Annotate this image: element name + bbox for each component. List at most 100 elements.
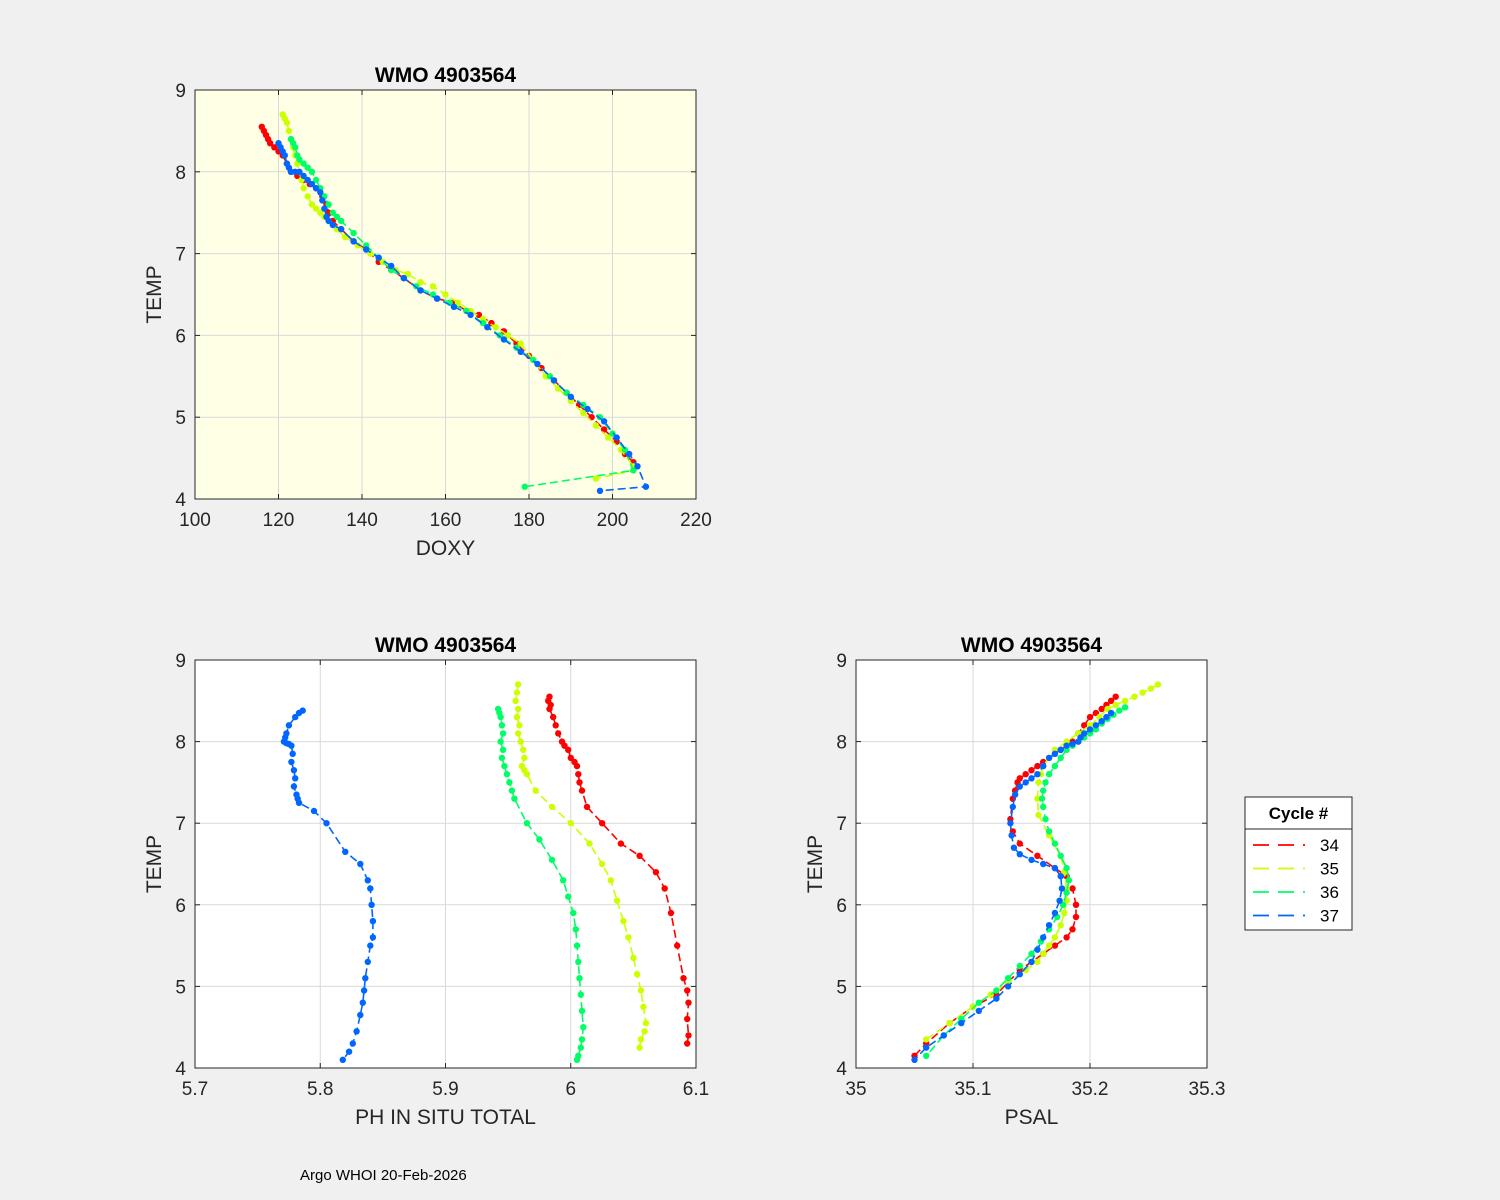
data-point-34 bbox=[680, 975, 687, 982]
data-point-35 bbox=[1022, 966, 1029, 974]
data-point-36 bbox=[573, 1056, 581, 1064]
data-point-35 bbox=[512, 697, 519, 704]
y-tick-label: 6 bbox=[175, 896, 186, 917]
data-point-37 bbox=[993, 995, 1000, 1002]
data-point-37 bbox=[321, 205, 328, 212]
x-tick-label: 160 bbox=[430, 510, 462, 531]
data-point-37 bbox=[1008, 832, 1015, 839]
x-tick-label: 100 bbox=[179, 510, 211, 531]
data-point-35 bbox=[1147, 685, 1155, 692]
data-point-37 bbox=[1051, 864, 1059, 872]
data-point-35 bbox=[946, 1019, 953, 1027]
x-tick-label: 6.1 bbox=[683, 1079, 709, 1100]
data-point-36 bbox=[498, 754, 506, 762]
data-point-35 bbox=[516, 722, 523, 729]
data-point-36 bbox=[1040, 787, 1047, 794]
data-point-37 bbox=[940, 1032, 947, 1039]
data-point-34 bbox=[674, 942, 681, 949]
data-point-37 bbox=[1057, 873, 1064, 880]
data-point-35 bbox=[567, 820, 574, 827]
data-point-35 bbox=[592, 475, 599, 482]
data-point-37 bbox=[300, 172, 307, 180]
data-point-37 bbox=[1045, 922, 1053, 929]
data-point-36 bbox=[499, 746, 507, 753]
x-axis-label: PH IN SITU TOTAL bbox=[355, 1106, 536, 1129]
data-point-36 bbox=[498, 722, 506, 729]
data-point-35 bbox=[640, 1003, 647, 1010]
data-point-37 bbox=[1028, 958, 1035, 966]
data-point-35 bbox=[642, 1019, 650, 1027]
data-point-34 bbox=[555, 730, 562, 737]
y-tick-label: 5 bbox=[175, 408, 186, 429]
data-point-37 bbox=[349, 1040, 356, 1047]
data-point-37 bbox=[312, 185, 320, 192]
legend-label-37: 37 bbox=[1320, 907, 1339, 926]
data-point-35 bbox=[1040, 950, 1047, 957]
data-point-37 bbox=[1051, 909, 1059, 917]
data-point-36 bbox=[308, 168, 316, 175]
data-point-37 bbox=[375, 254, 382, 261]
data-point-37 bbox=[367, 942, 374, 949]
data-point-37 bbox=[290, 783, 298, 790]
data-point-37 bbox=[363, 246, 370, 253]
data-point-35 bbox=[504, 332, 512, 339]
data-point-35 bbox=[520, 746, 527, 753]
data-point-35 bbox=[620, 917, 627, 925]
data-point-37 bbox=[450, 303, 458, 310]
data-point-37 bbox=[1034, 946, 1041, 953]
x-tick-label: 35.2 bbox=[1072, 1079, 1109, 1100]
data-point-37 bbox=[923, 1044, 930, 1051]
x-tick-label: 140 bbox=[346, 510, 378, 531]
data-point-36 bbox=[1042, 815, 1049, 823]
data-point-36 bbox=[523, 820, 531, 827]
y-tick-label: 9 bbox=[175, 651, 186, 672]
data-point-37 bbox=[1007, 820, 1014, 827]
data-point-35 bbox=[1121, 697, 1129, 704]
data-point-36 bbox=[548, 856, 556, 864]
chart-title: WMO 4903564 bbox=[961, 634, 1103, 657]
series-line-37 bbox=[277, 142, 648, 492]
data-point-36 bbox=[296, 156, 303, 163]
data-point-37 bbox=[1040, 860, 1047, 868]
data-point-36 bbox=[300, 160, 307, 167]
data-point-36 bbox=[975, 999, 982, 1006]
data-point-36 bbox=[508, 787, 516, 794]
data-point-37 bbox=[400, 274, 407, 282]
legend-label-35: 35 bbox=[1320, 860, 1339, 879]
data-point-37 bbox=[1016, 783, 1023, 790]
data-point-37 bbox=[417, 287, 424, 294]
data-point-34 bbox=[565, 746, 572, 753]
data-point-35 bbox=[1154, 681, 1162, 688]
y-tick-label: 8 bbox=[175, 733, 186, 754]
data-point-34 bbox=[1051, 942, 1059, 949]
data-point-37 bbox=[1028, 856, 1035, 864]
data-point-35 bbox=[285, 127, 293, 135]
data-point-35 bbox=[586, 840, 593, 847]
data-point-35 bbox=[636, 1044, 643, 1051]
data-point-37 bbox=[342, 848, 349, 855]
legend-label-36: 36 bbox=[1320, 883, 1339, 902]
y-tick-label: 4 bbox=[175, 1059, 186, 1080]
data-point-36 bbox=[429, 291, 437, 298]
data-point-37 bbox=[357, 860, 364, 868]
data-point-35 bbox=[454, 299, 462, 306]
data-point-34 bbox=[578, 787, 586, 794]
data-point-36 bbox=[1051, 762, 1059, 770]
data-point-37 bbox=[359, 999, 366, 1006]
data-point-36 bbox=[350, 229, 357, 237]
data-point-37 bbox=[357, 1011, 364, 1019]
data-point-36 bbox=[1042, 779, 1049, 786]
axes-box bbox=[855, 659, 1208, 1069]
x-tick-label: 220 bbox=[680, 510, 712, 531]
data-point-34 bbox=[1022, 771, 1029, 778]
data-point-34 bbox=[1034, 762, 1041, 770]
x-tick-label: 5.7 bbox=[182, 1079, 208, 1100]
data-point-37 bbox=[296, 168, 303, 175]
data-point-37 bbox=[310, 807, 318, 815]
data-point-37 bbox=[317, 189, 324, 196]
chart-title: WMO 4903564 bbox=[375, 634, 517, 657]
data-point-36 bbox=[337, 217, 345, 225]
data-point-34 bbox=[567, 754, 574, 762]
y-tick-label: 5 bbox=[836, 977, 847, 998]
